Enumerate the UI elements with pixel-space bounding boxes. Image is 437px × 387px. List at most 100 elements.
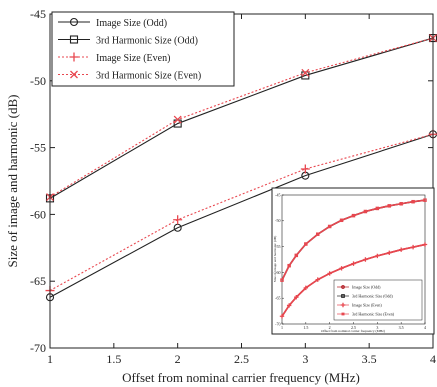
inset-y-tick-label: -55 bbox=[275, 244, 280, 249]
data-point-image-size-odd bbox=[173, 223, 182, 232]
inset-series-image-size-even bbox=[279, 242, 428, 319]
inset-data-point bbox=[351, 213, 356, 218]
inset-legend-marker bbox=[340, 302, 346, 308]
inset-x-tick-label: 2.5 bbox=[351, 325, 356, 330]
inset-series-3rd-harmonic-size-even bbox=[280, 198, 427, 282]
inset-data-point bbox=[339, 266, 344, 271]
inset-y-tick-label: -50 bbox=[275, 218, 280, 223]
inset-data-point bbox=[423, 198, 427, 202]
inset-data-point bbox=[422, 242, 428, 247]
legend-entry: Image Size (Even) bbox=[58, 52, 170, 64]
legend-entry: 3rd Harmonic Size (Odd) bbox=[58, 35, 198, 47]
inset-legend-marker bbox=[341, 294, 345, 298]
y-tick-label: -45 bbox=[30, 7, 46, 21]
inset-x-tick-label: 2 bbox=[329, 325, 331, 330]
x-tick-label: 3 bbox=[302, 352, 308, 366]
inset-data-point bbox=[351, 261, 356, 266]
inset-x-tick-label: 1.5 bbox=[303, 325, 308, 330]
inset-data-point bbox=[398, 247, 404, 252]
inset-x-tick-label: 3.5 bbox=[399, 325, 404, 330]
x-axis-label: Offset from nominal carrier frequency (M… bbox=[122, 370, 360, 385]
legend-entry: Image Size (Odd) bbox=[58, 17, 167, 29]
inset-plot: 1 1.5 2 2.5 3 3.5 4 -70 -65 -60 -55 -50 -45 Offset f… bbox=[271, 187, 435, 335]
inset-data-point bbox=[303, 285, 309, 291]
legend-label: 3rd Harmonic Size (Even) bbox=[96, 71, 201, 82]
inset-x-tick-label: 1 bbox=[281, 325, 283, 330]
legend-label: Image Size (Odd) bbox=[96, 18, 167, 29]
inset-legend-marker bbox=[341, 312, 345, 316]
inset-legend-entry: 3rd Harmonic Size (Even) bbox=[337, 311, 395, 316]
inset-y-tick-label: -65 bbox=[275, 296, 280, 301]
data-point-image-size-even bbox=[300, 164, 310, 174]
x-tick-label: 1.5 bbox=[106, 352, 121, 366]
y-tick-label: -50 bbox=[30, 74, 46, 88]
inset-y-tick-label: -60 bbox=[275, 270, 280, 275]
inset-series-line bbox=[281, 199, 426, 281]
x-tick-label: 4 bbox=[430, 352, 436, 366]
x-tick-label: 1 bbox=[47, 352, 53, 366]
inset-data-point bbox=[279, 314, 285, 319]
main-plot: 1 1.5 2 2.5 3 3.5 4 -70 -65 -60 -55 -50 -45 Offset f… bbox=[5, 7, 437, 385]
data-point-3rd-harmonic-size-even bbox=[301, 68, 310, 77]
data-point-3rd-harmonic-size-even bbox=[173, 115, 182, 124]
series-line-image-size-even bbox=[49, 133, 434, 292]
inset-data-point bbox=[339, 218, 344, 223]
inset-data-point bbox=[327, 224, 332, 229]
y-tick-label: -65 bbox=[30, 274, 46, 288]
inset-legend-marker bbox=[341, 285, 345, 289]
series-line-3rd-harmonic-size-even bbox=[49, 37, 434, 198]
y-tick-label: -55 bbox=[30, 141, 46, 155]
x-tick-label: 3.5 bbox=[362, 352, 377, 366]
inset-data-point bbox=[315, 232, 320, 236]
inset-y-tick-label: -70 bbox=[275, 321, 280, 326]
inset-x-tick-label: 3 bbox=[376, 325, 378, 330]
inset-ticks-group: 1 1.5 2 2.5 3 3.5 4 -70 -65 -60 -55 -50 -45 bbox=[275, 192, 426, 330]
inset-data-point bbox=[304, 242, 308, 246]
inset-x-axis-label: Offset from nominal carrier frequency (M… bbox=[321, 329, 386, 333]
data-point-image-size-even bbox=[173, 215, 183, 225]
inset-data-point bbox=[411, 199, 415, 204]
main-ticks-group: 1 1.5 2 2.5 3 3.5 4 -70 -65 -60 -55 -50 -45 bbox=[30, 7, 436, 366]
inset-data-point bbox=[327, 271, 332, 276]
series-line-image-size-odd bbox=[49, 133, 434, 298]
legend-box bbox=[51, 11, 235, 87]
y-tick-label: -70 bbox=[30, 341, 46, 355]
inset-data-point bbox=[286, 303, 292, 308]
series-line-3rd-harmonic-size-odd bbox=[49, 37, 434, 199]
inset-data-point bbox=[399, 202, 403, 206]
legend-marker bbox=[69, 17, 79, 27]
inset-legend-label: 3rd Harmonic Size (Even) bbox=[352, 311, 395, 316]
x-tick-label: 2.5 bbox=[234, 352, 249, 366]
inset-x-tick-label: 4 bbox=[424, 325, 426, 330]
inset-y-axis-label: Size of image and harmonic (dB) bbox=[273, 235, 277, 282]
inset-series-group bbox=[279, 198, 428, 319]
legend-marker bbox=[69, 52, 79, 62]
inset-legend-entry: Image Size (Even) bbox=[337, 302, 382, 307]
legend-marker bbox=[70, 70, 78, 79]
inset-data-point bbox=[363, 257, 368, 262]
inset-legend-label: Image Size (Even) bbox=[352, 302, 382, 307]
legend-label: 3rd Harmonic Size (Odd) bbox=[96, 36, 198, 47]
inset-data-point bbox=[280, 278, 284, 282]
y-tick-label: -60 bbox=[30, 207, 46, 221]
inset-data-point bbox=[315, 277, 320, 282]
y-axis-label: Size of image and harmonic (dB) bbox=[5, 95, 20, 268]
inset-data-point bbox=[287, 263, 291, 268]
legend: Image Size (Odd) 3rd Harmonic Size (Odd) I… bbox=[51, 11, 235, 87]
inset-data-point bbox=[375, 253, 380, 259]
inset-y-tick-label: -45 bbox=[275, 192, 280, 197]
inset-data-point bbox=[294, 294, 299, 300]
inset-legend-items: Image Size (Odd) 3rd Harmonic Size (Odd) I… bbox=[337, 284, 395, 316]
inset-data-point bbox=[410, 244, 416, 250]
inset-legend-label: Image Size (Odd) bbox=[352, 284, 381, 289]
inset-data-point bbox=[375, 206, 380, 211]
inset-data-point bbox=[363, 209, 368, 214]
legend-marker bbox=[69, 35, 79, 44]
x-tick-label: 2 bbox=[175, 352, 181, 366]
inset-data-point bbox=[387, 204, 391, 208]
inset-legend-entry: Image Size (Odd) bbox=[337, 284, 381, 289]
inset-data-point bbox=[387, 250, 392, 255]
inset-legend-label: 3rd Harmonic Size (Odd) bbox=[352, 293, 393, 298]
inset-legend-entry: 3rd Harmonic Size (Odd) bbox=[337, 293, 393, 298]
